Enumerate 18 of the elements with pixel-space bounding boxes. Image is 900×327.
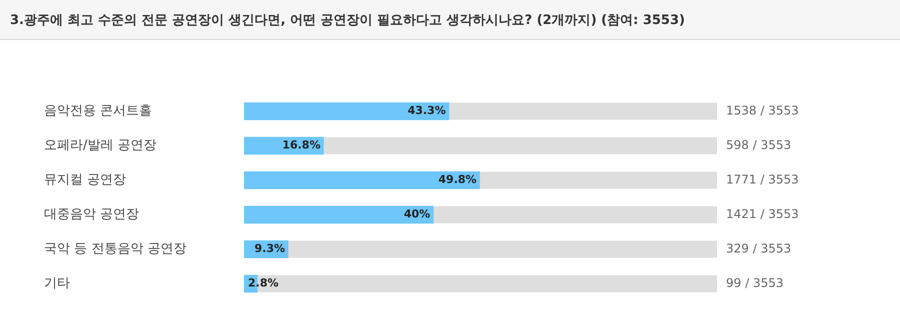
y-tick-label: 대중음악 공연장 <box>44 207 140 222</box>
data-label: 40% <box>404 208 430 221</box>
y-tick-label: 기타 <box>44 276 70 292</box>
data-label: 43.3% <box>408 104 446 118</box>
text: 1771 / 3553 <box>726 172 799 186</box>
chart-title: 3.광주에 최고 수준의 전문 공연장이 생긴다면, 어떤 공연장이 필요하다고 생각하시나요? (2개까지) (참여: 3553) <box>0 0 900 40</box>
text: 1538 / 3553 <box>726 103 799 118</box>
y-tick-label: 음악전용 콘서트홀 <box>44 104 152 119</box>
y-tick-label: 오페라/발레 공연장 <box>44 138 157 154</box>
text: 1421 / 3553 <box>726 206 799 221</box>
y-tick-label: 국악 등 전통음악 공연장 <box>44 242 186 257</box>
data-label: 49.8% <box>438 173 477 186</box>
y-tick-label: 뮤지컬 공연장 <box>44 172 126 188</box>
data-label: 9.3% <box>254 242 285 256</box>
text: 99 / 3553 <box>726 276 784 290</box>
text: 329 / 3553 <box>726 241 792 256</box>
text: 598 / 3553 <box>726 138 792 152</box>
data-label: 16.8% <box>282 138 320 152</box>
